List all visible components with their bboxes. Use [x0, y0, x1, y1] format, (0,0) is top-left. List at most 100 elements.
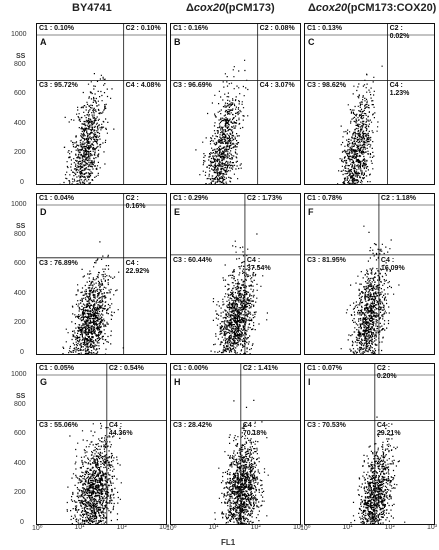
x-tick-label: 10¹	[342, 524, 353, 531]
y-tick-label: 600	[14, 430, 26, 438]
panel-letter: I	[308, 377, 311, 387]
column-header-2: Δcox20(pCM173)	[186, 2, 275, 14]
scatter-panel-D: C1 : 0.04% C2 :0.16% C3 : 76.89% C4 :22.92%…	[36, 193, 167, 355]
quadrant-c3-label: C3 : 81.95%	[307, 256, 346, 264]
scatter-plot	[171, 194, 300, 354]
y-tick-label: 400	[14, 289, 26, 297]
panel-letter: F	[308, 207, 314, 217]
quadrant-c3-label: C3 : 96.69%	[173, 82, 212, 90]
quadrant-c4-label: C4 :44.36%	[108, 422, 133, 438]
scatter-panel-A: C1 : 0.10% C2 : 0.10% C3 : 95.72% C4 : 4.08…	[36, 23, 167, 185]
scatter-plot	[37, 24, 166, 184]
scatter-plot	[37, 364, 166, 524]
quadrant-c4-label: C4 :1.23%	[389, 82, 410, 98]
x-tick-label: 10¹	[208, 524, 219, 531]
scatter-plot	[305, 364, 434, 524]
quadrant-c3-label: C3 : 60.44%	[173, 256, 212, 264]
x-tick-label: 10¹	[74, 524, 85, 531]
x-tick-label: 10³	[427, 524, 438, 531]
y-axis-label: SS	[16, 223, 26, 230]
y-axis-label: SS	[16, 393, 26, 400]
y-tick-label: 400	[14, 119, 26, 127]
scatter-panel-C: C1 : 0.13% C2 :0.02% C3 : 98.62% C4 :1.23% C	[304, 23, 435, 185]
x-tick-label: 10²	[384, 524, 395, 531]
scatter-points	[195, 59, 249, 184]
quadrant-c4-label: C4 : 3.07%	[259, 82, 295, 90]
scatter-points	[213, 399, 269, 524]
quadrant-c2-label: C2 : 1.73%	[246, 195, 282, 202]
scatter-points	[337, 65, 383, 184]
scatter-panel-E: C1 : 0.29% C2 : 1.73% C3 : 60.44% C4 :37.54…	[170, 193, 301, 355]
quadrant-c3-label: C3 : 76.89%	[39, 259, 78, 267]
scatter-plot	[305, 24, 434, 184]
quadrant-c4-label: C4 :22.92%	[125, 259, 150, 275]
y-tick-label: 0	[20, 179, 24, 186]
scatter-plot	[171, 24, 300, 184]
scatter-points	[66, 422, 122, 524]
scatter-points	[210, 233, 268, 354]
quadrant-c1-label: C1 : 0.29%	[173, 195, 209, 202]
quadrant-c1-label: C1 : 0.16%	[173, 25, 209, 32]
y-tick-label: 1000	[11, 371, 27, 378]
quadrant-c4-label: C4 :37.54%	[246, 256, 271, 272]
scatter-plot	[305, 194, 434, 354]
scatter-points	[59, 73, 115, 184]
x-tick-label: 10²	[116, 524, 127, 531]
quadrant-c1-label: C1 : 0.13%	[307, 25, 343, 32]
quadrant-c4-label: C4 :29.21%	[376, 422, 401, 438]
quadrant-c2-label: C2 :0.02%	[389, 25, 410, 40]
quadrant-c2-label: C2 :0.20%	[376, 365, 397, 380]
quadrant-c3-label: C3 : 70.53%	[307, 422, 346, 430]
x-tick-label: 10²	[250, 524, 261, 531]
y-tick-label: 800	[14, 60, 26, 68]
quadrant-c1-label: C1 : 0.07%	[307, 365, 343, 372]
scatter-points	[340, 225, 400, 354]
y-tick-label: 600	[14, 90, 26, 98]
quadrant-c2-label: C2 : 0.08%	[259, 25, 295, 32]
quadrant-c2-label: C2 : 1.18%	[380, 195, 416, 202]
y-tick-label: 400	[14, 459, 26, 467]
y-tick-label: 800	[14, 400, 26, 408]
x-axis-label: FL1	[221, 538, 236, 547]
scatter-panel-B: C1 : 0.16% C2 : 0.08% C3 : 96.69% C4 : 3.07…	[170, 23, 301, 185]
scatter-points	[350, 416, 406, 524]
quadrant-c4-label: C4 :70.18%	[242, 422, 267, 438]
quadrant-c1-label: C1 : 0.00%	[173, 365, 209, 372]
quadrant-c2-label: C2 : 0.54%	[108, 365, 144, 372]
column-header-1: BY4741	[72, 2, 112, 14]
scatter-panel-I: C1 : 0.07% C2 :0.20% C3 : 70.53% C4 :29.21%…	[304, 363, 435, 525]
y-tick-label: 0	[20, 519, 24, 526]
x-tick-label: 10⁰	[32, 525, 43, 532]
quadrant-c1-label: C1 : 0.10%	[39, 25, 75, 32]
y-tick-label: 600	[14, 260, 26, 268]
y-tick-label: 1000	[11, 31, 27, 38]
scatter-panel-F: C1 : 0.78% C2 : 1.18% C3 : 81.95% C4 :16.09…	[304, 193, 435, 355]
panel-letter: E	[174, 207, 181, 217]
quadrant-c2-label: C2 :0.16%	[125, 195, 146, 210]
x-tick-label: 10³	[159, 524, 170, 531]
y-tick-label: 200	[14, 489, 26, 497]
panel-letter: D	[40, 207, 47, 217]
panel-letter: G	[40, 377, 48, 387]
y-tick-label: 0	[20, 349, 24, 356]
x-tick-label: 10⁰	[166, 525, 177, 532]
quadrant-c2-label: C2 : 0.10%	[125, 25, 161, 32]
quadrant-c1-label: C1 : 0.78%	[307, 195, 343, 202]
quadrant-c4-label: C4 :16.09%	[380, 256, 405, 272]
quadrant-c1-label: C1 : 0.04%	[39, 195, 75, 202]
scatter-points	[62, 241, 124, 354]
scatter-panel-H: C1 : 0.00% C2 : 1.41% C3 : 28.42% C4 :70.18…	[170, 363, 301, 525]
quadrant-c3-label: C3 : 28.42%	[173, 422, 212, 430]
panel-letter: A	[40, 37, 47, 47]
quadrant-c4-label: C4 : 4.08%	[125, 82, 161, 90]
x-tick-label: 10³	[293, 524, 304, 531]
column-header-3: Δcox20(pCM173:COX20)	[308, 2, 437, 14]
quadrant-c2-label: C2 : 1.41%	[242, 365, 278, 372]
scatter-plot	[171, 364, 300, 524]
quadrant-c3-label: C3 : 98.62%	[307, 82, 346, 90]
y-tick-label: 800	[14, 230, 26, 238]
y-tick-label: 200	[14, 149, 26, 157]
panel-letter: C	[308, 37, 315, 47]
quadrant-c3-label: C3 : 55.06%	[39, 422, 78, 430]
quadrant-c1-label: C1 : 0.05%	[39, 365, 75, 372]
